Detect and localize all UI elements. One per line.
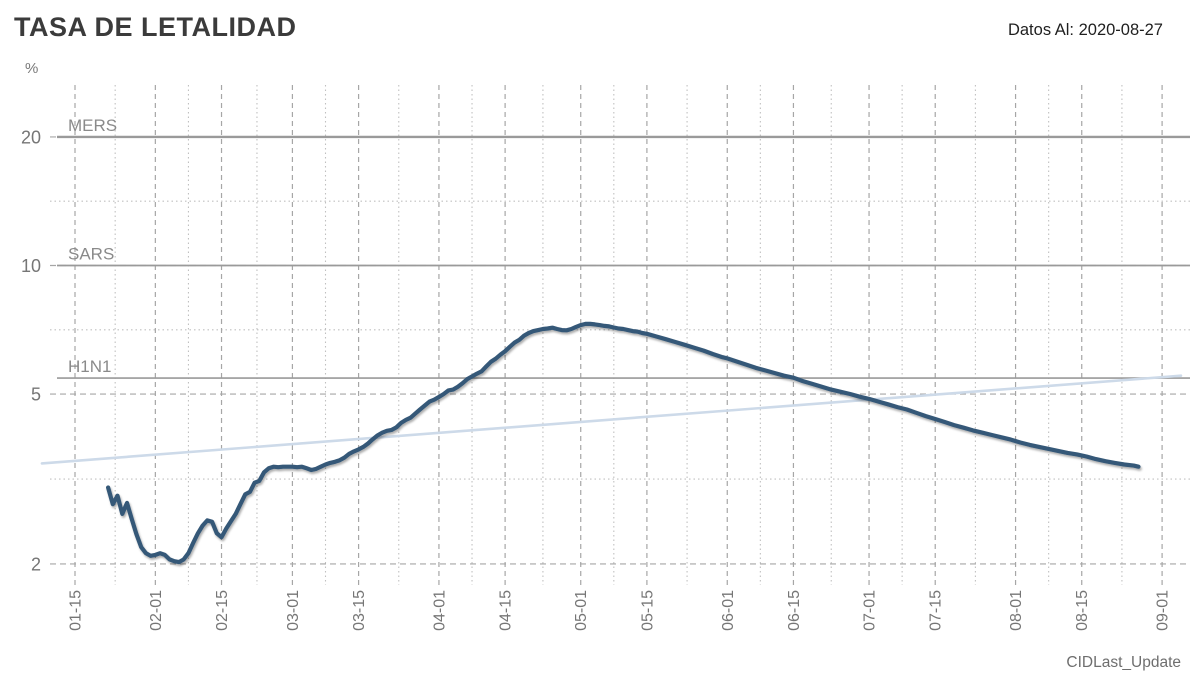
page-title: TASA DE LETALIDAD [14,12,297,42]
x-tick-label: 04-15 [498,590,515,631]
y-tick-label: 5 [31,385,41,405]
reference-label-h1n1: H1N1 [68,357,111,376]
fatality-rate-line [105,321,1141,565]
x-tick-label: 02-01 [148,590,165,631]
reference-label-mers: MERS [68,116,117,135]
x-tick-label: 08-01 [1008,590,1025,631]
x-tick-label: 08-15 [1074,590,1091,631]
x-tick-label: 07-15 [928,590,945,631]
y-axis-unit-label: % [25,60,39,77]
x-tick-label: 01-15 [68,590,85,631]
y-tick-label: 20 [21,127,41,147]
x-tick-label: 02-15 [214,590,231,631]
trend-line [40,374,1183,465]
x-tick-label: 05-15 [639,590,656,631]
x-tick-label: 04-01 [431,590,448,631]
reference-lines: MERS SARS H1N1 [57,116,1190,379]
x-tick-label: 03-15 [351,590,368,631]
series-lines [40,321,1183,565]
x-tick-label: 03-01 [285,590,302,631]
y-tick-label: 10 [21,256,41,276]
chart-caption: CIDLast_Update [1066,654,1181,671]
x-tick-label: 07-01 [862,590,879,631]
y-tick-label: 2 [31,554,41,574]
x-tick-label: 05-01 [573,590,590,631]
data-as-of-label: Datos Al: 2020-08-27 [1007,21,1163,39]
x-tick-label: 06-15 [786,590,803,631]
axis-labels: 2 5 10 20 01-15 02-01 02-15 03-01 03-15 04-01 04-1… [21,127,1172,630]
reference-label-sars: SARS [68,245,114,264]
x-tick-label: 09-01 [1155,590,1172,631]
x-tick-label: 06-01 [720,590,737,631]
gridlines [50,85,1190,585]
